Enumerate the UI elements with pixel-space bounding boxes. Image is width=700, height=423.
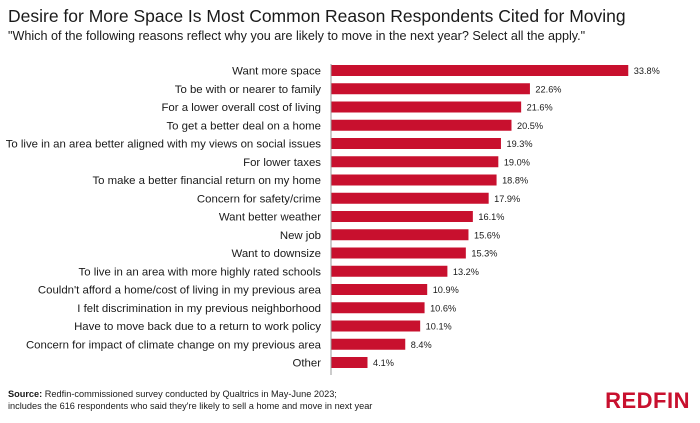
chart-subtitle: "Which of the following reasons reflect … — [8, 29, 586, 43]
data-label: 19.0% — [504, 157, 530, 167]
data-label: 15.6% — [474, 230, 500, 240]
bar — [331, 156, 499, 168]
bar — [331, 284, 428, 295]
bar — [331, 357, 368, 368]
bar — [331, 302, 425, 314]
source-line-2: includes the 616 respondents who said th… — [8, 401, 373, 411]
bar — [331, 65, 629, 76]
data-label: 19.3% — [506, 139, 532, 149]
data-label: 17.9% — [494, 194, 520, 204]
data-label: 21.6% — [527, 103, 553, 113]
data-label: 10.1% — [426, 322, 452, 332]
category-label: Want more space — [232, 66, 321, 78]
source-line-1: Redfin-commissioned survey conducted by … — [42, 389, 337, 399]
data-label: 33.8% — [634, 66, 660, 76]
bar — [331, 338, 406, 350]
data-label: 15.3% — [471, 249, 497, 259]
bar — [331, 138, 501, 149]
data-label: 10.6% — [430, 303, 456, 313]
category-label: Other — [293, 358, 322, 370]
category-label: Want better weather — [219, 212, 321, 224]
source-label: Source: — [8, 389, 43, 399]
bar — [331, 320, 421, 332]
data-label: 22.6% — [535, 84, 561, 94]
bar — [331, 247, 466, 259]
bar — [331, 192, 489, 204]
bar — [331, 119, 512, 131]
redfin-logo: REDFIN — [605, 388, 690, 413]
source-note: Source: Redfin-commissioned survey condu… — [8, 388, 478, 412]
data-label: 10.9% — [433, 285, 459, 295]
data-label: 16.1% — [478, 212, 504, 222]
bar — [331, 174, 497, 186]
data-label: 20.5% — [517, 121, 543, 131]
data-label: 13.2% — [453, 267, 479, 277]
category-label: To live in an area with more highly rate… — [79, 266, 322, 278]
category-label: To make a better financial return on my … — [92, 175, 321, 187]
category-label: To get a better deal on a home — [166, 120, 321, 132]
data-label: 8.4% — [411, 340, 432, 350]
bar-chart: Want more space 33.8% To be with or nearer… — [6, 64, 660, 375]
bar — [331, 101, 522, 113]
data-label: 18.8% — [502, 176, 528, 186]
category-label: Concern for safety/crime — [197, 193, 321, 205]
category-label: I felt discrimination in my previous nei… — [77, 303, 321, 315]
bar — [331, 211, 473, 222]
category-label: Concern for impact of climate change on … — [26, 339, 322, 351]
chart-title: Desire for More Space Is Most Common Rea… — [8, 6, 626, 26]
category-label: For a lower overall cost of living — [161, 102, 321, 114]
category-label: To live in an area better aligned with m… — [6, 139, 322, 151]
data-label: 4.1% — [373, 358, 394, 368]
bar — [331, 229, 469, 241]
category-label: Want to downsize — [232, 248, 321, 260]
category-label: New job — [280, 230, 321, 242]
bar — [331, 265, 448, 277]
bar — [331, 83, 530, 95]
category-label: Have to move back due to a return to wor… — [74, 321, 321, 333]
category-label: For lower taxes — [243, 157, 321, 169]
category-label: To be with or nearer to family — [175, 84, 322, 96]
category-label: Couldn't afford a home/cost of living in… — [38, 285, 322, 297]
